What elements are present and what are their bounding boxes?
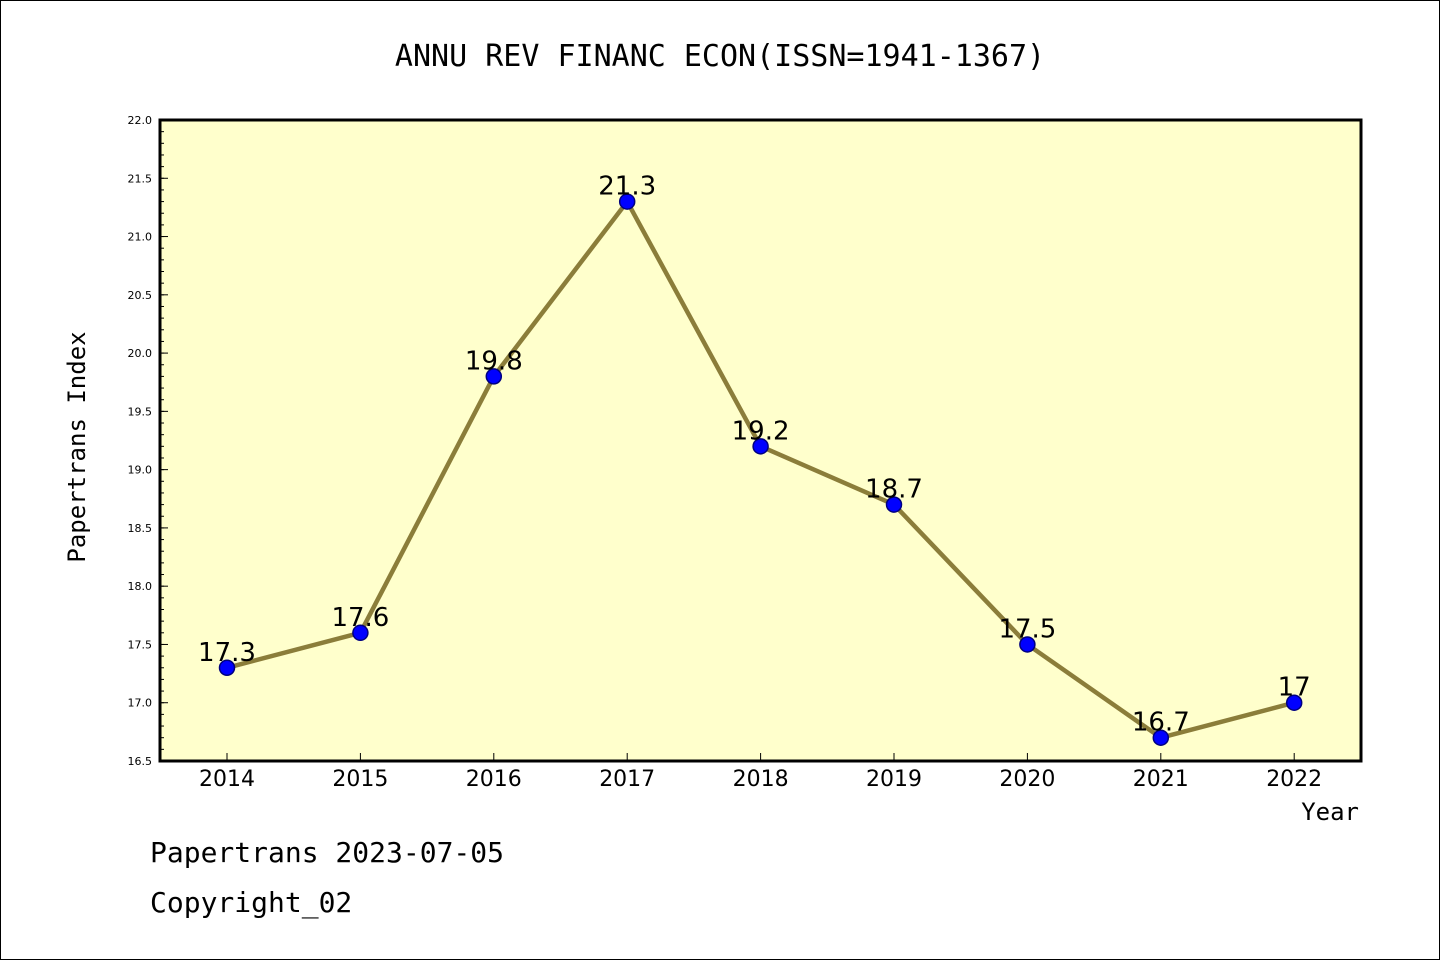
y-tick-label: 22.0 — [128, 114, 153, 127]
data-point-marker — [218, 659, 236, 677]
data-point-marker — [885, 496, 903, 513]
x-tick-label: 2015 — [332, 767, 388, 792]
data-label: 18.7 — [865, 475, 923, 505]
data-label: 17.5 — [998, 614, 1056, 644]
y-tick-label: 19.5 — [128, 405, 153, 418]
data-point-marker — [485, 368, 503, 385]
y-tick-label: 20.5 — [128, 289, 153, 302]
data-label: 19.2 — [732, 416, 790, 446]
x-tick-label: 2014 — [199, 767, 255, 792]
y-tick-label: 17.0 — [128, 697, 153, 710]
data-point-marker — [1152, 729, 1170, 746]
y-tick-label: 20.0 — [128, 347, 153, 360]
y-tick-label: 18.5 — [128, 522, 153, 535]
x-tick-label: 2022 — [1266, 767, 1322, 792]
x-axis: 2014 2015 2016 2017 2018 2019 2020 2021 2022 — [199, 753, 1322, 792]
y-tick-label: 21.5 — [128, 172, 153, 185]
y-tick-label: 16.5 — [128, 755, 153, 768]
data-point-marker — [1285, 694, 1303, 711]
data-label: 21.3 — [598, 172, 656, 202]
data-label: 17.6 — [331, 603, 389, 633]
y-tick-label: 18.0 — [128, 580, 153, 593]
x-tick-label: 2018 — [733, 767, 789, 792]
y-axis: 16.5 17.0 17.5 18.0 18.5 19.0 19.5 20.0 20.5 21.0… — [128, 114, 168, 768]
data-labels: 17.3 17.6 19.8 21.3 19.2 18.7 17.5 16.7 17 — [198, 172, 1311, 738]
x-tick-label: 2021 — [1133, 767, 1189, 792]
data-label: 17 — [1278, 673, 1311, 703]
x-tick-label: 2019 — [866, 767, 922, 792]
data-point-marker — [352, 624, 369, 642]
x-tick-label: 2020 — [999, 767, 1055, 792]
x-tick-label: 2016 — [466, 767, 522, 792]
data-label: 19.8 — [465, 346, 523, 376]
data-point-marker — [1019, 636, 1036, 653]
footer-date: Papertrans 2023-07-05 — [150, 836, 505, 869]
chart-title: ANNU REV FINANC ECON(ISSN=1941-1367) — [395, 39, 1045, 74]
data-point-marker — [752, 438, 769, 455]
x-axis-label: Year — [1301, 798, 1359, 826]
y-tick-label: 17.5 — [128, 638, 153, 651]
y-axis-label: Papertrans Index — [63, 331, 91, 562]
data-point-marker — [618, 193, 636, 210]
y-tick-label: 19.0 — [128, 464, 153, 477]
footer-copyright: Copyright_02 — [150, 886, 353, 919]
x-tick-label: 2017 — [599, 767, 655, 792]
data-label: 16.7 — [1132, 708, 1190, 738]
y-tick-label: 21.0 — [128, 231, 153, 244]
data-label: 17.3 — [198, 638, 256, 668]
data-markers — [218, 193, 1303, 746]
